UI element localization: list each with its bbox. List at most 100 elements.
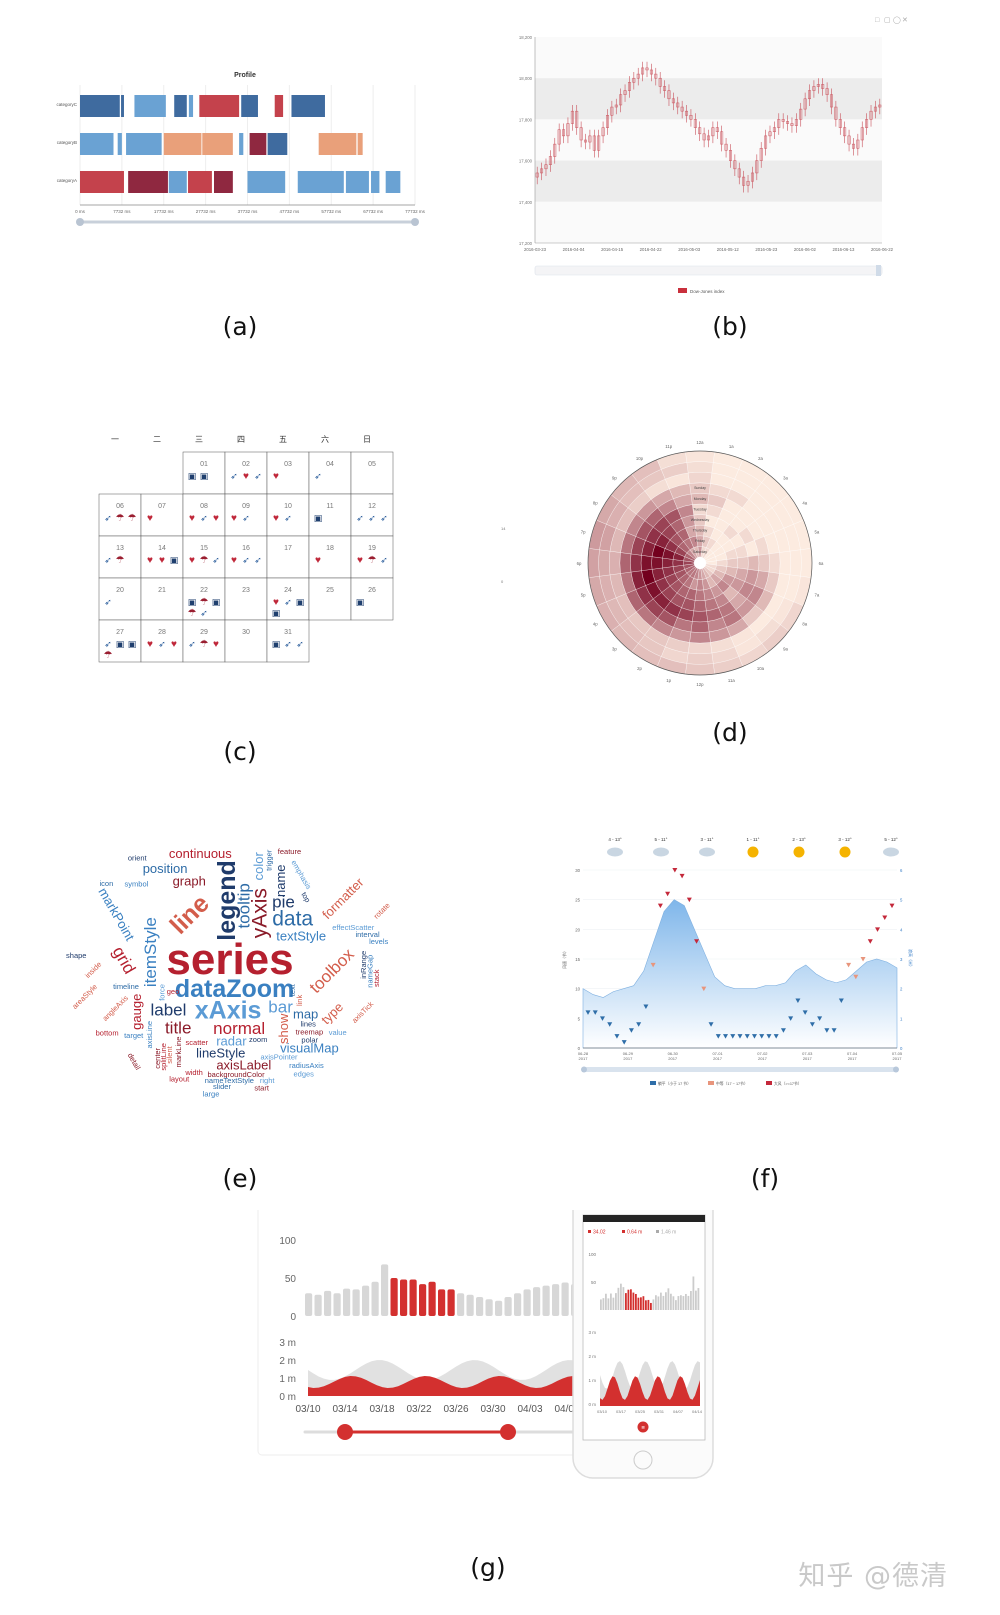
hour-label: 6a — [819, 561, 824, 566]
wind-arrow — [838, 998, 844, 1004]
heat-cell — [694, 589, 706, 601]
calendar-cell — [182, 577, 226, 621]
x-tick-label: 67732 ms — [363, 209, 384, 214]
heat-cell — [689, 631, 711, 644]
calendar-cell — [308, 577, 352, 621]
wind-arrow — [585, 1010, 591, 1015]
day-number: 02 — [242, 461, 250, 468]
x-tick-year: 2017 — [893, 1056, 903, 1061]
bar — [333, 1293, 341, 1316]
y-tick-top: 50 — [285, 1274, 297, 1285]
day-number: 10 — [284, 503, 292, 510]
day-number: 16 — [242, 545, 250, 552]
x-tick-year: 2017 — [713, 1056, 723, 1061]
y-tick-bottom: 3 m — [279, 1338, 296, 1349]
phone-bar — [610, 1293, 612, 1310]
phone-bar — [675, 1300, 677, 1310]
rocket-icon: ➶ — [188, 639, 196, 649]
rocket-icon: ➶ — [368, 513, 376, 523]
gift-icon: ▣ — [314, 513, 323, 523]
hour-label: 12a — [696, 440, 704, 445]
phone-y-tick-bottom: 2 m — [588, 1354, 596, 1359]
candle-body — [799, 108, 803, 120]
word: lines — [301, 1020, 317, 1029]
phone-bar — [692, 1276, 695, 1310]
visual-map-min: 0 — [501, 579, 504, 584]
candle-body — [865, 119, 869, 128]
candle-body — [606, 115, 609, 128]
phone-y-tick-top: 100 — [588, 1252, 596, 1257]
day-number: 09 — [242, 503, 250, 510]
day-number: 20 — [116, 587, 124, 594]
gantt-bar — [345, 171, 369, 193]
legend-swatch — [588, 1230, 591, 1233]
word: type — [318, 999, 346, 1027]
y-left-tick: 0 — [578, 1046, 581, 1051]
legend-swatch — [650, 1081, 656, 1085]
candle-body — [707, 135, 710, 141]
calendar-cell — [350, 577, 394, 621]
chart-a-title: Profile — [234, 72, 256, 79]
rocket-icon: ➶ — [380, 513, 388, 523]
y-left-tick: 30 — [575, 868, 580, 873]
cloud-icon — [883, 847, 899, 857]
legend-label: 中等（17 ~ 17节） — [716, 1081, 748, 1086]
gantt-bar — [239, 133, 244, 155]
toolbox-icon: ▢ — [884, 17, 891, 24]
bar — [428, 1281, 436, 1316]
chart-a-svg: Profile 0 ms 7732 ms 17732 ms 27732 ms 37732 … — [56, 72, 426, 226]
word: stack — [372, 969, 381, 987]
gift-icon: ▣ — [128, 639, 137, 649]
phone-y-tick-top: 50 — [591, 1280, 597, 1285]
chart-d-svg: Punch Card12a1a2a3a4a5a6a7a8a9a10a11a12p… — [492, 416, 824, 687]
y-tick-label: 17,800 — [519, 117, 533, 122]
word: interval — [355, 930, 380, 939]
word: formatter — [319, 874, 367, 922]
day-label: Wednesday — [691, 518, 710, 522]
y-tick-top: 100 — [279, 1236, 296, 1247]
weekday-label: 日 — [363, 435, 371, 444]
calendar-cell — [224, 451, 268, 495]
day-label: Friday — [695, 539, 705, 543]
word: graph — [173, 873, 206, 888]
phone-area-red — [600, 1376, 700, 1406]
hour-label: 8p — [593, 501, 598, 506]
heat-cell — [651, 556, 663, 570]
day-number: 31 — [284, 629, 292, 636]
phone-bar — [620, 1283, 622, 1310]
heart-icon: ♥ — [147, 639, 153, 650]
rocket-icon: ➶ — [104, 597, 112, 607]
data-zoom-slider — [534, 265, 883, 276]
word: title — [165, 1018, 191, 1037]
candle-body — [553, 143, 557, 157]
y-tick-top: 0 — [290, 1312, 296, 1323]
gantt-bar — [117, 133, 122, 155]
weekday-label: 五 — [279, 435, 287, 444]
x-tick-date: 07-03 — [802, 1051, 813, 1056]
rocket-icon: ➶ — [254, 471, 262, 481]
bar — [523, 1289, 531, 1316]
forecast-temp: 4 - 13° — [608, 837, 622, 842]
phone-y-tick-bottom: 3 m — [588, 1330, 596, 1335]
slider-handle-left — [337, 1424, 353, 1440]
wind-arrow — [788, 1016, 794, 1021]
calendar-cell — [140, 619, 184, 663]
wind-arrow — [592, 1010, 598, 1015]
word: markLine — [174, 1037, 183, 1068]
candle-body — [777, 119, 781, 128]
forecast-temp: 1 - 11° — [747, 837, 760, 842]
candle-body — [689, 115, 693, 120]
wind-arrow — [708, 1022, 714, 1027]
candle-body — [750, 172, 754, 182]
rocket-icon: ➶ — [104, 639, 112, 649]
gantt-bar — [126, 133, 162, 155]
candle-body — [544, 164, 548, 170]
bar — [466, 1294, 474, 1316]
heat-cell — [758, 553, 770, 573]
phone-bar — [690, 1290, 692, 1310]
phone-bar — [635, 1293, 637, 1310]
bar — [438, 1289, 446, 1316]
candle-body — [671, 98, 675, 104]
candle-body — [601, 127, 605, 137]
wind-arrow — [643, 1004, 649, 1009]
